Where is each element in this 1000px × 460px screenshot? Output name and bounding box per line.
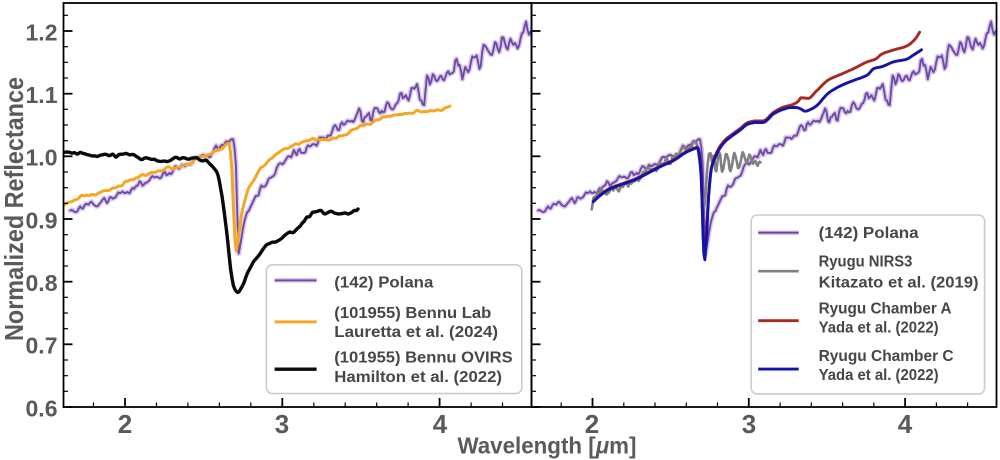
svg-text:Hamilton et al. (2022): Hamilton et al. (2022) <box>334 369 502 386</box>
svg-text:Ryugu Chamber A: Ryugu Chamber A <box>819 300 952 317</box>
svg-text:Lauretta et al. (2024): Lauretta et al. (2024) <box>334 324 498 341</box>
svg-text:3: 3 <box>275 409 289 439</box>
svg-text:Yada et al. (2022): Yada et al. (2022) <box>819 320 939 337</box>
svg-text:Normalized Reflectance: Normalized Reflectance <box>0 77 29 341</box>
svg-text:1.1: 1.1 <box>26 82 58 108</box>
svg-text:1.2: 1.2 <box>26 19 58 45</box>
svg-text:2: 2 <box>118 409 132 439</box>
svg-text:1.0: 1.0 <box>26 145 58 171</box>
svg-text:2: 2 <box>585 409 599 439</box>
svg-text:Ryugu Chamber C: Ryugu Chamber C <box>819 348 954 365</box>
svg-text:Yada et al. (2022): Yada et al. (2022) <box>819 367 939 384</box>
svg-text:(101955) Bennu Lab: (101955) Bennu Lab <box>334 305 491 322</box>
svg-text:(142) Polana: (142) Polana <box>334 275 433 292</box>
svg-text:(101955) Bennu OVIRS: (101955) Bennu OVIRS <box>334 350 513 367</box>
svg-text:Kitazato et al. (2019): Kitazato et al. (2019) <box>819 275 979 292</box>
svg-text:0.9: 0.9 <box>26 207 58 233</box>
svg-text:Ryugu NIRS3: Ryugu NIRS3 <box>819 254 913 271</box>
svg-text:4: 4 <box>898 409 913 439</box>
svg-text:0.7: 0.7 <box>26 333 58 359</box>
svg-text:0.8: 0.8 <box>26 270 58 296</box>
svg-text:0.6: 0.6 <box>26 395 58 421</box>
svg-text:4: 4 <box>433 409 448 439</box>
svg-text:Wavelength [μm]: Wavelength [μm] <box>458 433 637 459</box>
svg-text:3: 3 <box>742 409 756 439</box>
svg-text:(142) Polana: (142) Polana <box>819 225 919 242</box>
